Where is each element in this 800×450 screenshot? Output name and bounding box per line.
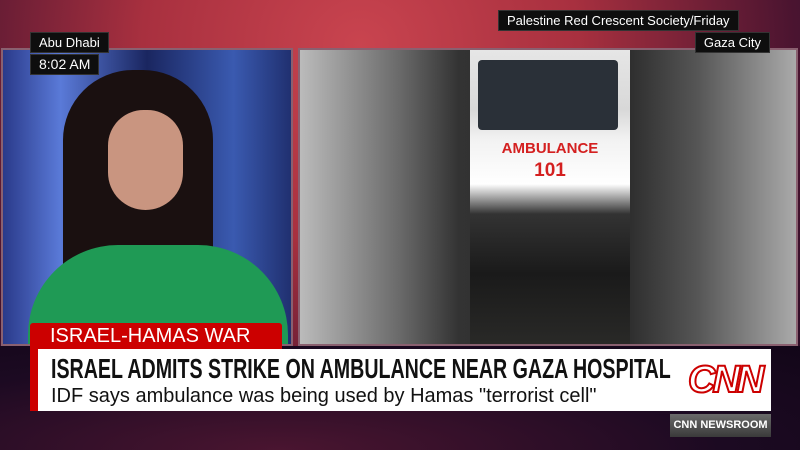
anchor-video-panel [1, 48, 293, 346]
topic-tag: ISRAEL-HAMAS WAR [30, 323, 282, 350]
chyron-banner: ISRAEL ADMITS STRIKE ON AMBULANCE NEAR G… [30, 349, 771, 411]
cnn-logo: CNN [687, 358, 765, 402]
headline: ISRAEL ADMITS STRIKE ON AMBULANCE NEAR G… [51, 353, 671, 384]
ambulance-video-panel: AMBULANCE 101 [298, 48, 798, 346]
show-name-badge: CNN NEWSROOM [670, 414, 771, 437]
video-source-label: Palestine Red Crescent Society/Friday [498, 10, 739, 31]
ambulance-windshield [478, 60, 618, 130]
subheadline: IDF says ambulance was being used by Ham… [51, 385, 597, 407]
time-label: 8:02 AM [30, 54, 100, 75]
ambulance-image: AMBULANCE 101 [470, 50, 630, 344]
ambulance-number: 101 [534, 160, 566, 181]
video-location-label: Gaza City [694, 32, 770, 53]
anchor-face [108, 110, 183, 210]
location-label: Abu Dhabi [30, 32, 109, 53]
ambulance-label: AMBULANCE [501, 140, 599, 157]
